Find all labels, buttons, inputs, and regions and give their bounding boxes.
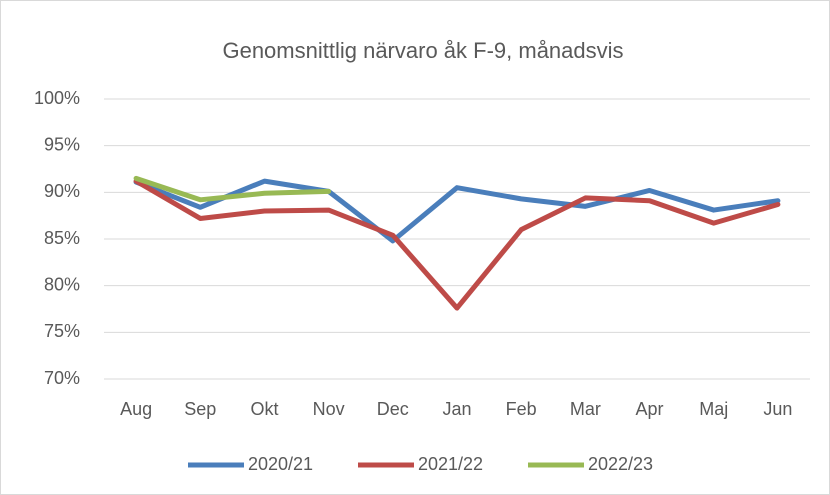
chart-title: Genomsnittlig närvaro åk F-9, månadsvis — [222, 38, 623, 63]
x-tick-label: Dec — [377, 399, 409, 419]
y-tick-label: 80% — [44, 274, 80, 294]
y-tick-label: 75% — [44, 321, 80, 341]
y-tick-label: 85% — [44, 228, 80, 248]
legend-label: 2022/23 — [588, 454, 653, 474]
x-tick-label: Jun — [763, 399, 792, 419]
y-tick-label: 95% — [44, 134, 80, 154]
legend-label: 2021/22 — [418, 454, 483, 474]
x-tick-label: Okt — [250, 399, 278, 419]
y-tick-label: 100% — [34, 88, 80, 108]
x-tick-label: Apr — [636, 399, 664, 419]
legend-label: 2020/21 — [248, 454, 313, 474]
x-tick-label: Sep — [184, 399, 216, 419]
y-tick-label: 90% — [44, 181, 80, 201]
y-tick-label: 70% — [44, 368, 80, 388]
x-tick-label: Nov — [313, 399, 345, 419]
x-tick-label: Aug — [120, 399, 152, 419]
x-tick-label: Jan — [442, 399, 471, 419]
x-tick-label: Mar — [570, 399, 601, 419]
x-tick-label: Feb — [506, 399, 537, 419]
series-line — [133, 175, 332, 203]
series-line — [133, 178, 781, 311]
x-tick-label: Maj — [699, 399, 728, 419]
series-line — [133, 178, 781, 244]
